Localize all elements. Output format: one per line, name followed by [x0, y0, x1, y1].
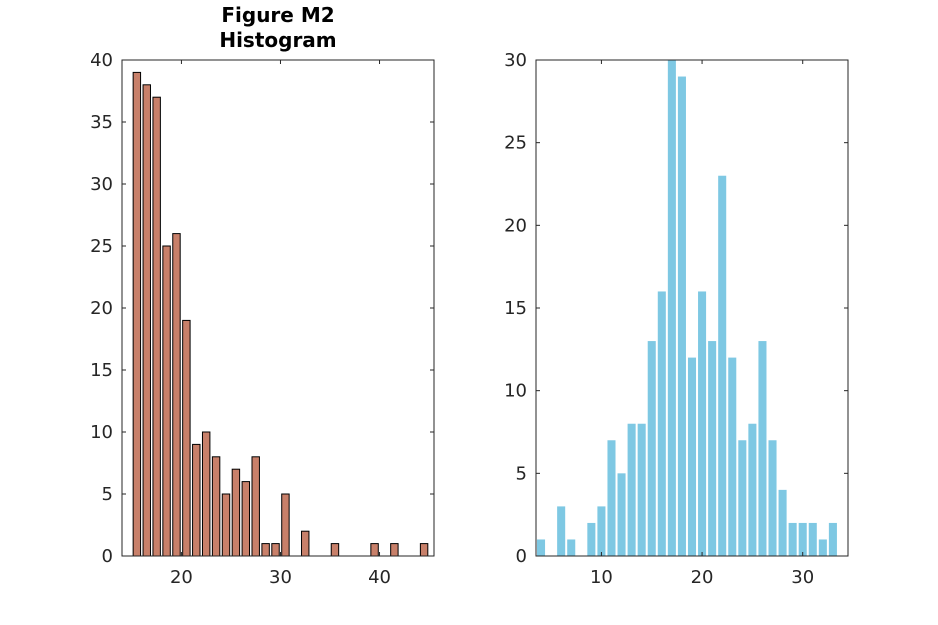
bar: [182, 319, 191, 557]
y-tick-label: 15: [504, 298, 527, 319]
y-tick-label: 0: [102, 546, 113, 567]
y-tick-label: 5: [102, 484, 113, 505]
bar: [211, 456, 221, 557]
bar: [231, 468, 241, 557]
bar: [637, 423, 646, 556]
bar: [330, 543, 340, 557]
x-tick-label: 30: [269, 567, 292, 588]
y-tick-label: 35: [90, 112, 113, 133]
bar: [667, 60, 676, 556]
bar: [271, 543, 280, 557]
y-tick-label: 15: [90, 360, 113, 381]
bar: [132, 71, 142, 557]
y-tick-label: 25: [90, 236, 113, 257]
y-tick-label: 10: [504, 381, 527, 402]
y-tick-label: 25: [504, 133, 527, 154]
y-tick-label: 40: [90, 50, 113, 71]
bar: [162, 245, 171, 557]
bar: [597, 506, 606, 556]
bar: [677, 76, 686, 557]
bar: [261, 543, 270, 557]
bar: [201, 431, 211, 557]
histogram-panel-right: 0 5 10 15 20 25 30 10 20 30: [504, 50, 849, 588]
bar: [607, 440, 616, 556]
bar: [152, 96, 161, 557]
x-tick-label: 40: [368, 567, 391, 588]
bar: [808, 522, 817, 556]
y-tick-label: 30: [90, 174, 113, 195]
y-tick-label: 5: [516, 463, 527, 484]
bar: [251, 456, 260, 557]
y-tick-label: 10: [90, 422, 113, 443]
bar: [788, 522, 797, 556]
bar: [192, 443, 201, 557]
bar: [728, 357, 737, 556]
x-tick-label: 10: [590, 567, 613, 588]
bar: [142, 84, 151, 557]
bar: [537, 539, 546, 556]
x-tick-label: 20: [691, 567, 714, 588]
bar: [748, 423, 757, 556]
bar: [617, 473, 626, 556]
bar: [301, 530, 310, 557]
bar: [708, 341, 717, 556]
bar: [798, 522, 807, 556]
bar: [818, 539, 827, 556]
x-tick-label: 20: [170, 567, 193, 588]
bar: [698, 291, 707, 556]
y-tick-label: 20: [90, 298, 113, 319]
bar: [587, 522, 596, 556]
chart-title: Histogram: [219, 28, 336, 52]
bar: [567, 539, 576, 556]
bar: [419, 543, 429, 557]
bar: [647, 341, 656, 556]
y-tick-label: 0: [516, 546, 527, 567]
bar: [370, 543, 379, 557]
bar: [390, 543, 399, 557]
bar: [281, 493, 290, 557]
bar: [718, 175, 727, 556]
x-tick-label: 30: [791, 567, 814, 588]
bar: [627, 423, 636, 556]
bar: [557, 506, 566, 556]
bar: [687, 357, 697, 556]
bar: [241, 481, 251, 557]
bar: [738, 440, 747, 556]
bar: [657, 291, 666, 556]
bar: [828, 522, 837, 556]
chart-title: Figure M2: [221, 3, 334, 27]
bar: [778, 489, 787, 556]
bar: [758, 341, 767, 556]
bar: [172, 233, 181, 557]
bar: [221, 493, 231, 557]
y-tick-label: 30: [504, 50, 527, 71]
bar: [768, 440, 777, 556]
y-tick-label: 20: [504, 215, 527, 236]
